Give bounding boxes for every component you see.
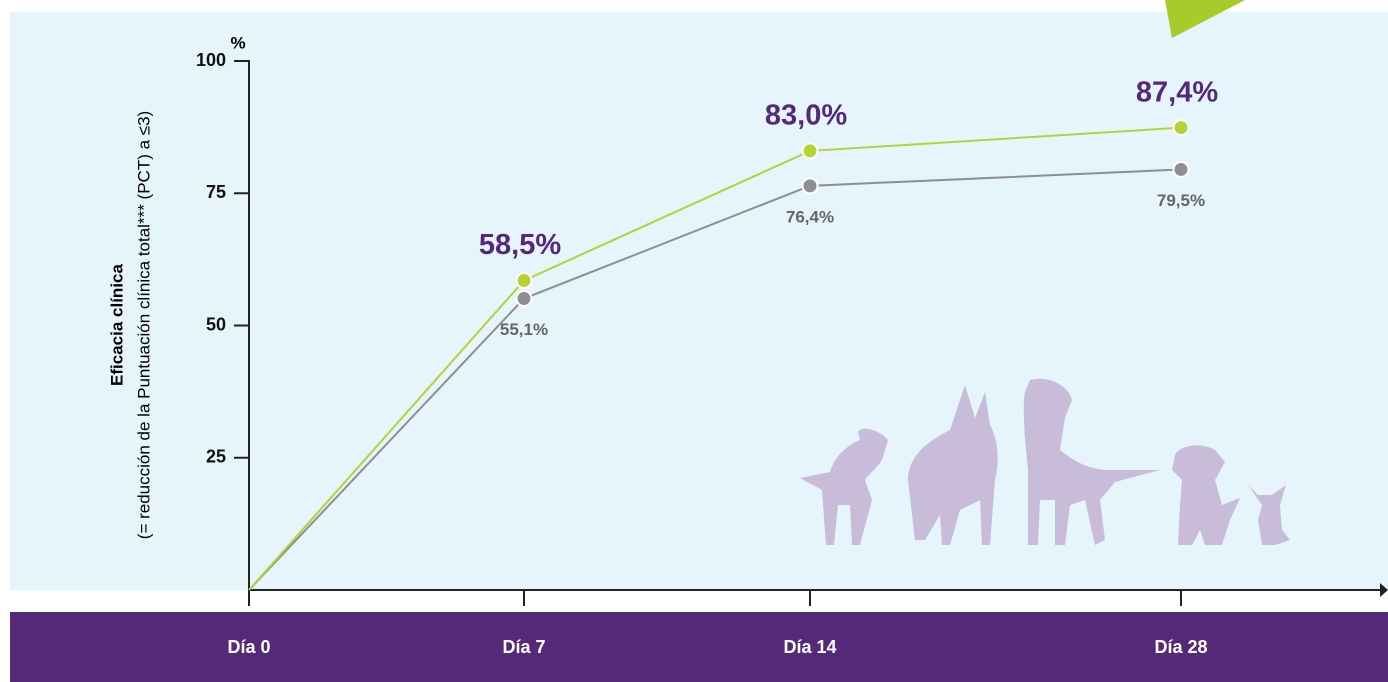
data-point: [1174, 162, 1189, 177]
x-tick-label: Día 28: [1154, 637, 1207, 657]
y-tick-label: 100: [196, 50, 226, 70]
value-label: 83,0%: [765, 100, 847, 132]
data-point: [517, 273, 532, 288]
y-tick-label: 25: [206, 447, 226, 467]
value-label: 87,4%: [1136, 76, 1218, 108]
value-label: 58,5%: [479, 229, 561, 261]
value-label: 55,1%: [500, 320, 548, 339]
y-tick-label: 75: [206, 182, 226, 202]
value-label: 76,4%: [786, 207, 834, 226]
y-tick-label: 50: [206, 314, 226, 334]
y-axis-subtitle: (= reducción de la Puntuación clínica to…: [134, 111, 153, 539]
y-axis-title: Eficacia clínica: [107, 264, 126, 386]
chart: % Eficacia clínica (= reducción de la Pu…: [0, 0, 1388, 682]
data-point: [803, 143, 818, 158]
x-tick-label: Día 0: [227, 637, 270, 657]
y-unit: %: [230, 33, 245, 52]
value-label: 79,5%: [1157, 191, 1205, 210]
x-tick-label: Día 7: [502, 637, 545, 657]
page: {"chart_data": { "type": "line", "y_unit…: [0, 0, 1388, 682]
data-point: [1174, 120, 1189, 135]
data-point: [803, 178, 818, 193]
data-point: [517, 291, 532, 306]
x-tick-label: Día 14: [783, 637, 836, 657]
